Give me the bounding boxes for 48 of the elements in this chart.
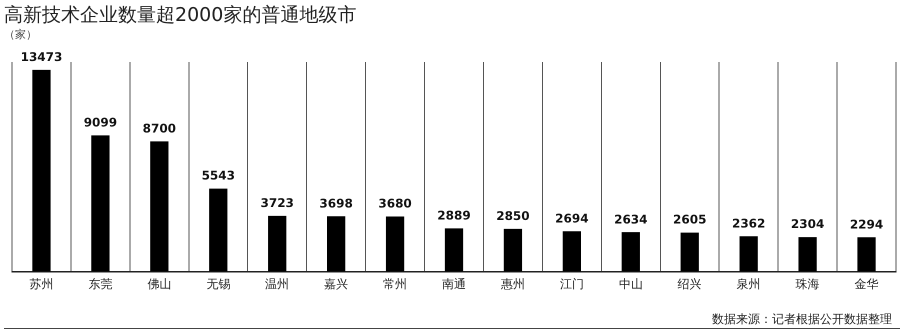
- bar: [32, 70, 51, 272]
- x-tick-label: 中山: [618, 277, 643, 292]
- x-tick-label: 江门: [560, 277, 584, 292]
- bar: [209, 188, 228, 272]
- source-note: 数据来源：记者根据公开数据整理: [712, 311, 892, 328]
- x-tick-label: 东莞: [88, 277, 112, 292]
- data-label: 3698: [319, 196, 353, 210]
- y-axis-title: （家）: [4, 27, 37, 42]
- x-tick-label: 嘉兴: [324, 277, 348, 292]
- bar: [504, 228, 522, 272]
- data-label: 5543: [202, 168, 235, 183]
- bar: [622, 232, 640, 272]
- x-tick-label: 惠州: [500, 277, 525, 292]
- bar: [680, 232, 699, 272]
- x-tick-label: 温州: [265, 277, 290, 292]
- x-tick-label: 珠海: [796, 277, 820, 292]
- data-label: 2605: [673, 212, 706, 227]
- data-label: 9099: [84, 116, 118, 130]
- data-label: 2294: [850, 217, 884, 232]
- bar: [327, 216, 346, 272]
- chart-title: 高新技术企业数量超2000家的普通地级市: [4, 3, 356, 28]
- data-label: 3680: [378, 196, 412, 211]
- bar: [150, 141, 168, 272]
- data-label: 2304: [790, 217, 824, 232]
- x-tick-label: 南通: [442, 277, 466, 292]
- data-label: 2362: [732, 216, 766, 230]
- data-label: 3723: [260, 196, 294, 210]
- bar: [268, 216, 286, 272]
- data-label: 2634: [614, 212, 648, 226]
- bar: [740, 236, 758, 272]
- bar: [444, 228, 464, 272]
- x-tick-label: 佛山: [147, 277, 172, 292]
- x-tick-label: 绍兴: [678, 277, 702, 292]
- x-tick-label: 无锡: [206, 277, 230, 292]
- bar: [91, 135, 110, 272]
- data-label: 2889: [437, 208, 471, 222]
- data-label: 2694: [555, 211, 589, 226]
- x-tick-label: 常州: [383, 277, 408, 292]
- data-label: 13473: [20, 50, 62, 64]
- bar: [798, 237, 817, 272]
- x-tick-label: 泉州: [736, 277, 761, 292]
- x-tick-label: 金华: [854, 277, 879, 292]
- data-label: 8700: [142, 121, 176, 136]
- bar: [562, 231, 581, 272]
- data-label: 2850: [496, 209, 530, 224]
- bar: [386, 216, 404, 272]
- x-tick-label: 苏州: [29, 277, 54, 292]
- bar: [857, 237, 876, 272]
